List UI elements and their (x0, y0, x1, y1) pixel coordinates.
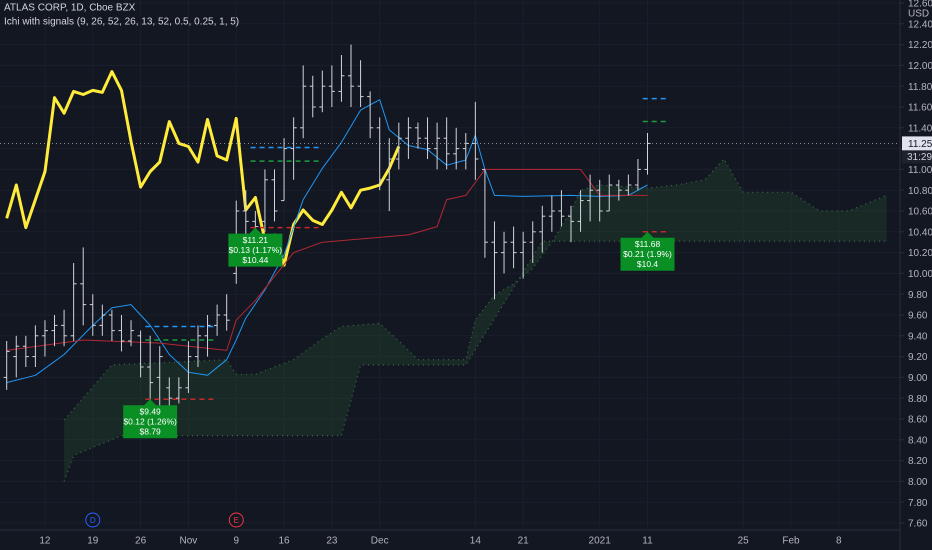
y-tick-label: 10.00 (908, 269, 932, 280)
y-tick-label: 9.40 (908, 331, 928, 342)
event-label: D (90, 516, 96, 525)
signal-label: $10.4 (637, 259, 659, 269)
last-price-label: 11.25 (908, 139, 932, 150)
y-tick-label: 8.60 (908, 415, 928, 426)
x-tick-label: Feb (782, 536, 800, 547)
y-tick-label: 8.20 (908, 456, 928, 467)
x-tick-label: 23 (326, 536, 338, 547)
signal-label: $9.49 (140, 406, 162, 416)
event-marker (228, 512, 244, 528)
indicator-line (5, 70, 401, 267)
countdown-label: 31:29 (907, 152, 932, 163)
y-tick-label: 12.00 (908, 61, 932, 72)
x-tick-label: 9 (233, 536, 239, 547)
y-tick-label: 7.80 (908, 498, 928, 509)
y-tick-label: 9.80 (908, 290, 928, 301)
signal-label: $11.21 (243, 235, 269, 245)
indicator-line (6, 168, 648, 351)
signal-label: $8.79 (140, 426, 162, 436)
cloud-span-b (63, 240, 887, 482)
y-tick-label: 11.40 (908, 123, 932, 134)
y-tick-label: 12.20 (908, 40, 932, 51)
signal-label: $0.12 (1.26%) (123, 416, 177, 426)
cloud-span-a (63, 157, 887, 421)
y-tick-label: 10.60 (908, 207, 932, 218)
last-price-badge (902, 136, 932, 151)
x-tick-label: Nov (180, 536, 198, 547)
y-tick-label: 11.60 (908, 103, 932, 114)
signal-label: $0.13 (1.17%) (229, 245, 283, 255)
signal-box (620, 231, 675, 271)
event-label: E (234, 516, 239, 525)
y-tick-label: 9.60 (908, 311, 928, 322)
y-tick-label: 7.60 (908, 519, 928, 530)
x-tick-label: 12 (39, 536, 51, 547)
y-tick-label: 8.40 (908, 435, 928, 446)
x-tick-label: 26 (135, 536, 147, 547)
plot-area: $11.21$0.13 (1.17%)$10.44 $9.49$0.12 (1.2… (0, 44, 900, 482)
chart-title: ATLAS CORP, 1D, Cboe BZX (4, 3, 136, 14)
x-tick-label: Dec (371, 536, 389, 547)
signal-label: $0.21 (1.9%) (623, 249, 672, 259)
signal-box (228, 227, 283, 267)
event-marker (85, 512, 101, 528)
countdown-badge (902, 150, 932, 164)
signal-box (123, 399, 178, 439)
y-tick-label: 9.20 (908, 352, 928, 363)
y-tick-label: 10.40 (908, 227, 932, 238)
y-tick-label: 8.00 (908, 477, 928, 488)
x-tick-label: 25 (738, 536, 750, 547)
y-tick-label: 11.00 (908, 165, 932, 176)
y-tick-label: 10.20 (908, 248, 932, 259)
indicator-title: Ichi with signals (9, 26, 52, 26, 13, 52… (4, 17, 239, 28)
x-tick-label: 21 (518, 536, 530, 547)
x-tick-label: 2021 (589, 536, 612, 547)
signal-label: $10.44 (242, 255, 268, 265)
signal-label: $11.68 (635, 239, 661, 249)
cloud-fill (64, 159, 887, 482)
y-tick-label: 11.80 (908, 82, 932, 93)
y-tick-label: 12.60 (908, 0, 932, 10)
y-tick-label: 12.40 (908, 19, 932, 30)
x-tick-label: 8 (836, 536, 842, 547)
indicator-line (6, 99, 648, 384)
y-tick-label: 9.00 (908, 373, 928, 384)
y-tick-label: 8.80 (908, 394, 928, 405)
x-tick-label: 16 (278, 536, 290, 547)
currency: USD (908, 9, 929, 20)
x-tick-label: 11 (642, 536, 653, 547)
x-tick-label: 19 (87, 536, 99, 547)
y-tick-label: 10.80 (908, 186, 932, 197)
x-tick-label: 14 (470, 536, 482, 547)
